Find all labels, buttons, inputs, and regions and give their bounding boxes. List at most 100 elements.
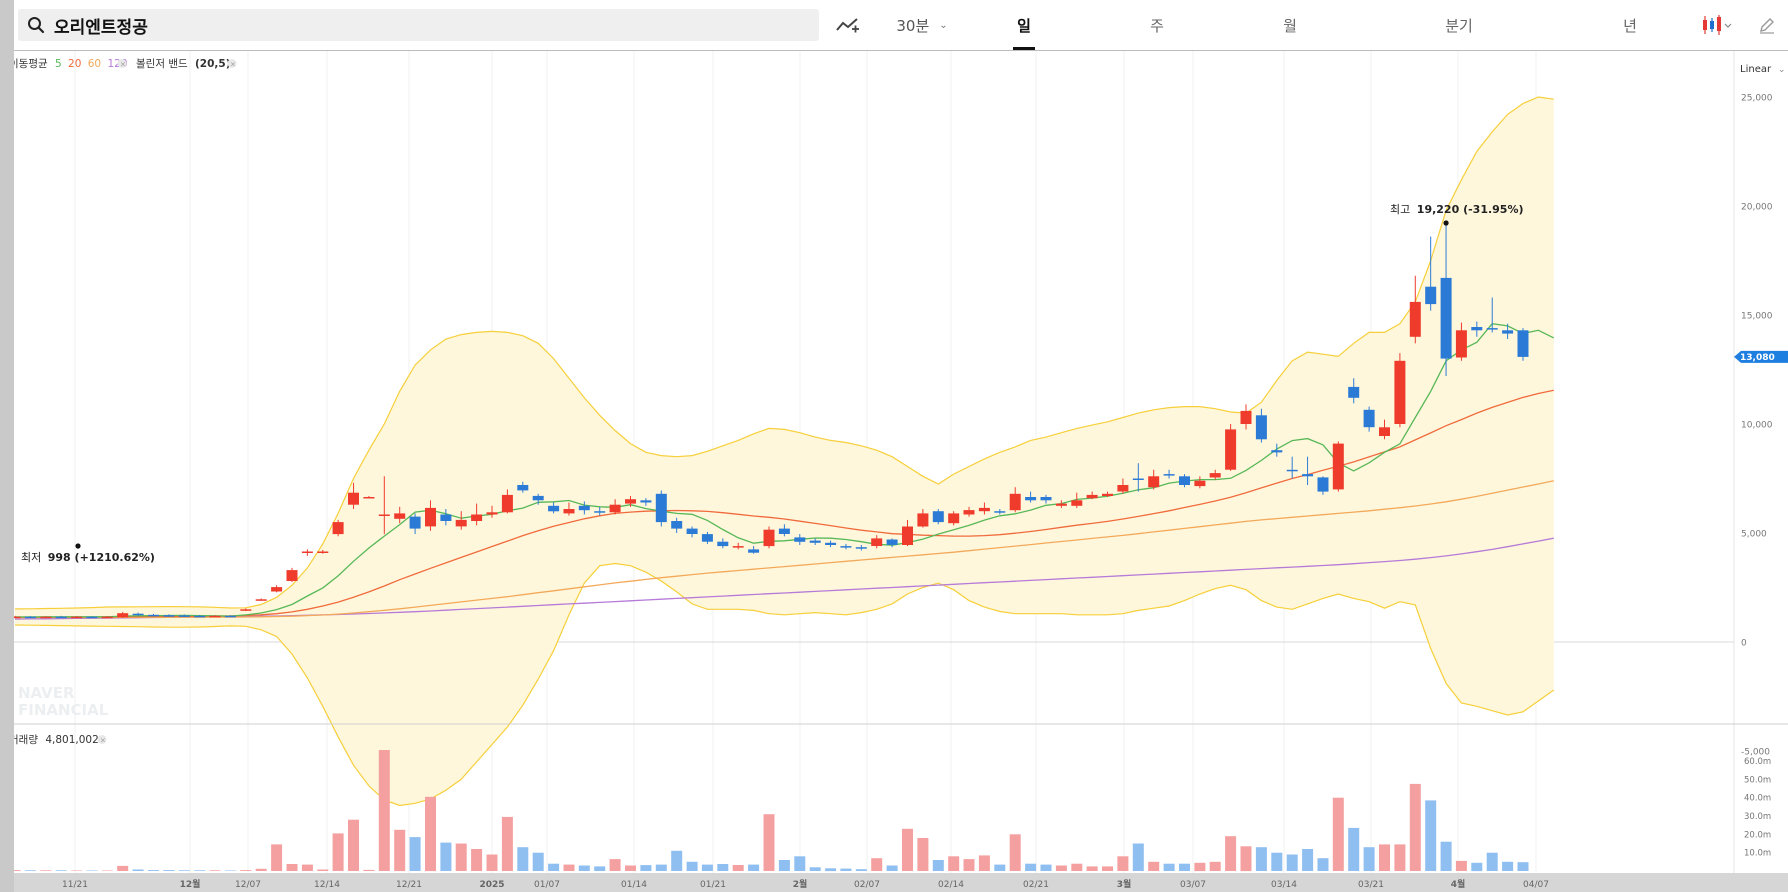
candle-body <box>1471 327 1483 331</box>
chart-area[interactable]: NAVER FINANCIAL 이동평균 5 20 60 120 × 볼린저 밴… <box>14 51 1788 892</box>
period-tab-month[interactable]: 월 <box>1283 16 1297 35</box>
bb-label: 볼린저 밴드 <box>136 58 188 70</box>
candle <box>902 519 913 547</box>
candle-body <box>1394 360 1406 424</box>
chevron-down-icon: ⌄ <box>1778 65 1786 75</box>
candle-body <box>440 514 452 521</box>
candle-body <box>101 616 113 619</box>
volume-bar <box>1086 866 1098 871</box>
candle-body <box>1332 443 1344 490</box>
scale-mode-toggle[interactable]: Linear ⌄ <box>1740 64 1786 75</box>
candle <box>1179 474 1190 488</box>
volume-bar <box>994 864 1006 871</box>
volume-bar <box>255 868 267 871</box>
chart-type-selector[interactable] <box>1694 0 1740 50</box>
chevron-down-icon: ⌄ <box>939 19 948 31</box>
volume-bar <box>701 864 713 871</box>
candle <box>594 506 606 516</box>
interval-label: 30분 <box>896 16 930 35</box>
volume-bar <box>394 829 406 872</box>
candle <box>255 598 267 601</box>
volume-bar <box>840 868 852 871</box>
volume-bar <box>963 859 975 871</box>
period-tab-week[interactable]: 주 <box>1150 16 1164 35</box>
draw-line-tool-icon[interactable] <box>832 0 864 50</box>
interval-dropdown[interactable]: 30분 ⌄ <box>886 0 958 50</box>
candle-body <box>1240 410 1252 424</box>
candle <box>609 499 621 515</box>
volume-bar <box>409 837 421 871</box>
stock-name: 오리엔트정공 <box>54 17 148 38</box>
svg-text:×: × <box>120 61 126 69</box>
candle <box>471 503 483 526</box>
ma5-line <box>15 323 1555 618</box>
bollinger-upper-line <box>14 96 1554 610</box>
volume-remove-icon[interactable] <box>97 735 107 744</box>
volume-bar <box>1179 863 1190 871</box>
candle <box>1471 321 1483 337</box>
volume-bar <box>917 838 929 871</box>
candle-body <box>748 549 760 553</box>
candle <box>24 616 36 619</box>
candle <box>1040 494 1052 504</box>
candle <box>886 538 898 548</box>
period-tab-quarter[interactable]: 분기 <box>1445 16 1473 35</box>
stock-search-box[interactable]: 오리엔트정공 <box>18 9 819 41</box>
candle <box>1132 463 1144 492</box>
volume-bar <box>1425 800 1437 871</box>
candle <box>717 538 729 549</box>
candle-body <box>86 616 98 619</box>
bb-remove-icon[interactable] <box>227 59 237 68</box>
candle <box>194 614 206 618</box>
volume-bar <box>1348 827 1360 871</box>
candle <box>1394 353 1406 428</box>
date-tick-label: 12/21 <box>396 880 422 890</box>
candle <box>455 511 467 530</box>
volume-bar <box>948 856 960 871</box>
candle-body <box>809 540 821 543</box>
price-tick-label: 20,000 <box>1741 203 1773 213</box>
candle-body <box>1132 478 1144 480</box>
candle-body <box>1255 415 1267 440</box>
date-tick-label: 12/07 <box>235 880 261 890</box>
candle-body <box>409 516 421 529</box>
candle <box>71 616 83 619</box>
candle <box>101 616 113 619</box>
volume-bar <box>1302 849 1314 871</box>
volume-bar <box>1271 852 1283 871</box>
candle <box>1055 500 1067 508</box>
volume-bar <box>1455 860 1467 871</box>
edit-pencil-icon[interactable] <box>1752 0 1782 50</box>
bollinger-band <box>14 96 1555 807</box>
candle-body <box>1163 474 1175 476</box>
date-tick-label: 3월 <box>1117 878 1132 890</box>
candle-body <box>1302 474 1314 477</box>
candle-body <box>1409 301 1421 337</box>
candle-body <box>625 499 636 504</box>
volume-bar <box>640 865 652 871</box>
current-price-badge: 13,080 <box>1734 350 1788 363</box>
date-tick-label: 02/07 <box>854 880 880 890</box>
candle <box>286 567 298 583</box>
volume-bar <box>86 870 98 871</box>
volume-bar <box>1117 856 1129 871</box>
bollinger-band-fill <box>15 97 1554 806</box>
search-icon[interactable] <box>18 16 54 34</box>
candlestick-icon <box>1703 15 1732 35</box>
ma-remove-icon[interactable] <box>117 59 127 68</box>
candle <box>301 549 313 556</box>
candle-body <box>517 485 529 491</box>
date-tick-label: 4월 <box>1451 878 1466 890</box>
candle-body <box>1440 277 1452 359</box>
volume-bar <box>1132 843 1144 871</box>
candle-body <box>548 505 560 512</box>
period-tab-year[interactable]: 년 <box>1623 16 1637 35</box>
candle-body <box>686 528 698 534</box>
volume-bar <box>809 867 821 871</box>
volume-bar <box>1363 847 1375 871</box>
candle <box>1240 404 1252 430</box>
volume-bar <box>132 869 144 871</box>
volume-bar <box>55 870 67 871</box>
period-tab-day[interactable]: 일 <box>998 0 1050 50</box>
volume-bar <box>40 870 52 871</box>
